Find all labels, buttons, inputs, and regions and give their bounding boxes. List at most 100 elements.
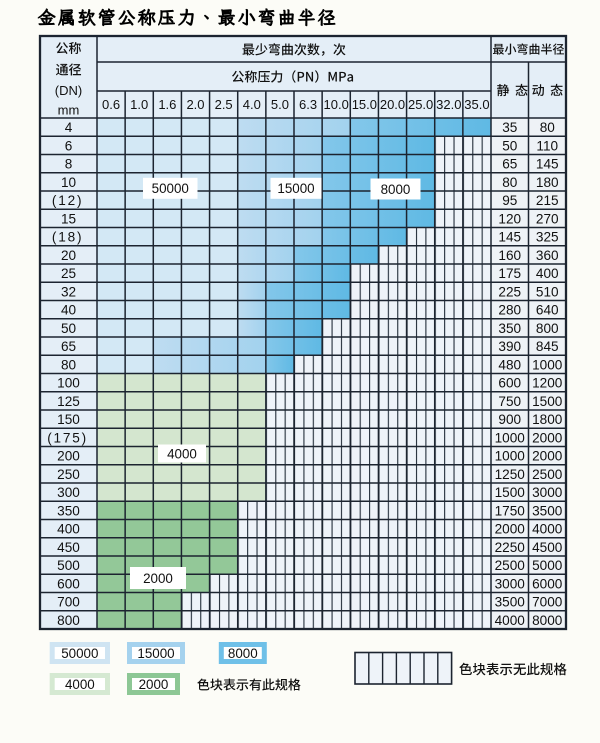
svg-text:10: 10: [61, 175, 77, 190]
svg-text:1000: 1000: [495, 449, 526, 464]
svg-text:1250: 1250: [495, 467, 526, 482]
svg-text:175: 175: [498, 266, 521, 281]
svg-text:10.0: 10.0: [324, 97, 349, 112]
svg-text:5000: 5000: [532, 558, 563, 573]
svg-text:4.0: 4.0: [243, 97, 261, 112]
svg-text:80: 80: [502, 175, 518, 190]
svg-text:120: 120: [498, 211, 521, 226]
svg-text:1.6: 1.6: [158, 97, 176, 112]
svg-text:80: 80: [540, 120, 556, 135]
svg-text:2500: 2500: [495, 558, 526, 573]
svg-text:400: 400: [536, 266, 559, 281]
svg-text:15.0: 15.0: [352, 97, 377, 112]
svg-text:2000: 2000: [532, 449, 563, 464]
svg-text:3000: 3000: [532, 485, 563, 500]
svg-text:20: 20: [61, 248, 77, 263]
svg-text:225: 225: [498, 284, 521, 299]
svg-text:145: 145: [498, 230, 521, 245]
svg-text:160: 160: [498, 248, 521, 263]
svg-text:3500: 3500: [532, 503, 563, 518]
svg-text:700: 700: [57, 595, 80, 610]
svg-text:845: 845: [536, 339, 559, 354]
svg-text:1.0: 1.0: [130, 97, 148, 112]
svg-text:8000: 8000: [228, 646, 258, 661]
svg-text:7000: 7000: [532, 595, 563, 610]
svg-text:0.6: 0.6: [102, 97, 120, 112]
svg-text:480: 480: [498, 357, 521, 372]
svg-text:800: 800: [57, 613, 80, 628]
svg-text:15000: 15000: [137, 646, 174, 661]
svg-text:600: 600: [57, 576, 80, 591]
svg-text:280: 280: [498, 303, 521, 318]
svg-text:5.0: 5.0: [271, 97, 289, 112]
svg-text:400: 400: [57, 522, 80, 537]
svg-text:2250: 2250: [495, 540, 526, 555]
svg-text:145: 145: [536, 157, 559, 172]
svg-text:2000: 2000: [139, 677, 169, 692]
svg-text:8000: 8000: [532, 613, 563, 628]
svg-text:250: 250: [57, 467, 80, 482]
svg-text:1800: 1800: [532, 412, 563, 427]
svg-text:50: 50: [502, 138, 518, 153]
svg-text:25: 25: [61, 266, 76, 281]
svg-text:50: 50: [61, 321, 77, 336]
svg-text:300: 300: [57, 485, 80, 500]
svg-text:32: 32: [61, 284, 76, 299]
svg-text:2000: 2000: [495, 522, 526, 537]
svg-text:750: 750: [498, 394, 521, 409]
svg-text:50000: 50000: [61, 646, 98, 661]
svg-text:350: 350: [57, 503, 80, 518]
svg-text:360: 360: [536, 248, 559, 263]
svg-text:510: 510: [536, 284, 559, 299]
svg-text:640: 640: [536, 303, 559, 318]
svg-text:450: 450: [57, 540, 80, 555]
svg-text:6000: 6000: [532, 576, 563, 591]
svg-text:110: 110: [536, 138, 558, 153]
svg-text:8: 8: [65, 157, 73, 172]
svg-text:2000: 2000: [143, 571, 173, 586]
svg-text:2000: 2000: [532, 430, 563, 445]
svg-text:8000: 8000: [381, 182, 411, 197]
svg-text:(12): (12): [52, 193, 83, 208]
svg-text:4: 4: [65, 120, 73, 135]
svg-text:6.3: 6.3: [299, 97, 317, 112]
svg-text:2500: 2500: [532, 467, 563, 482]
svg-text:1000: 1000: [495, 430, 526, 445]
svg-text:95: 95: [502, 193, 517, 208]
svg-text:150: 150: [57, 412, 80, 427]
svg-text:4000: 4000: [532, 522, 563, 537]
svg-text:200: 200: [57, 449, 80, 464]
svg-text:4000: 4000: [167, 446, 197, 461]
svg-text:35: 35: [502, 120, 517, 135]
svg-text:1500: 1500: [495, 485, 526, 500]
svg-text:390: 390: [498, 339, 521, 354]
svg-text:15: 15: [61, 211, 76, 226]
svg-text:20.0: 20.0: [380, 97, 405, 112]
svg-text:325: 325: [536, 230, 559, 245]
svg-text:215: 215: [536, 193, 559, 208]
svg-text:1750: 1750: [495, 503, 526, 518]
svg-text:65: 65: [502, 157, 517, 172]
svg-text:600: 600: [498, 376, 521, 391]
svg-text:25.0: 25.0: [408, 97, 433, 112]
svg-text:65: 65: [61, 339, 76, 354]
svg-text:mm: mm: [58, 102, 80, 117]
svg-text:180: 180: [536, 175, 559, 190]
svg-text:2.0: 2.0: [186, 97, 204, 112]
svg-text:3000: 3000: [495, 576, 526, 591]
svg-text:(18): (18): [52, 230, 83, 245]
svg-text:2.5: 2.5: [215, 97, 233, 112]
svg-text:6: 6: [65, 138, 73, 153]
svg-text:4500: 4500: [532, 540, 563, 555]
svg-text:1000: 1000: [532, 357, 563, 372]
svg-text:(DN): (DN): [55, 83, 82, 98]
svg-text:40: 40: [61, 303, 77, 318]
svg-text:900: 900: [498, 412, 521, 427]
svg-text:800: 800: [536, 321, 559, 336]
svg-text:(175): (175): [47, 430, 88, 445]
svg-text:1500: 1500: [532, 394, 563, 409]
svg-text:32.0: 32.0: [436, 97, 461, 112]
svg-text:15000: 15000: [277, 181, 314, 196]
svg-text:50000: 50000: [152, 181, 189, 196]
svg-text:4000: 4000: [65, 677, 95, 692]
